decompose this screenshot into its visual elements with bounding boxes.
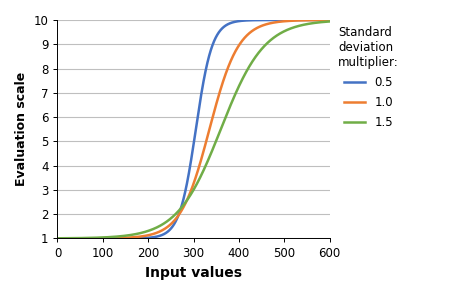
Y-axis label: Evaluation scale: Evaluation scale <box>15 72 28 186</box>
1.5 <box>232 94 237 98</box>
1.0 <box>55 237 60 240</box>
1.5 <box>327 20 333 23</box>
1.5 <box>278 31 284 35</box>
Line: 1.0: 1.0 <box>57 20 330 238</box>
0.5 <box>258 18 263 22</box>
1.5 <box>55 237 60 240</box>
1.0 <box>258 24 263 28</box>
Legend: 0.5, 1.0, 1.5: 0.5, 1.0, 1.5 <box>338 26 399 129</box>
0.5 <box>159 233 164 237</box>
1.5 <box>218 128 224 131</box>
0.5 <box>104 237 110 240</box>
1.0 <box>278 20 284 23</box>
X-axis label: Input values: Input values <box>145 266 242 280</box>
0.5 <box>232 20 237 24</box>
1.0 <box>159 229 164 232</box>
1.0 <box>218 87 224 91</box>
1.5 <box>104 235 110 239</box>
0.5 <box>218 28 224 32</box>
1.0 <box>327 18 333 22</box>
1.5 <box>258 48 263 52</box>
Line: 0.5: 0.5 <box>57 20 330 238</box>
1.5 <box>159 223 164 227</box>
0.5 <box>327 18 333 22</box>
Line: 1.5: 1.5 <box>57 22 330 238</box>
1.0 <box>104 237 110 240</box>
1.0 <box>232 51 237 55</box>
0.5 <box>278 18 284 22</box>
0.5 <box>55 237 60 240</box>
